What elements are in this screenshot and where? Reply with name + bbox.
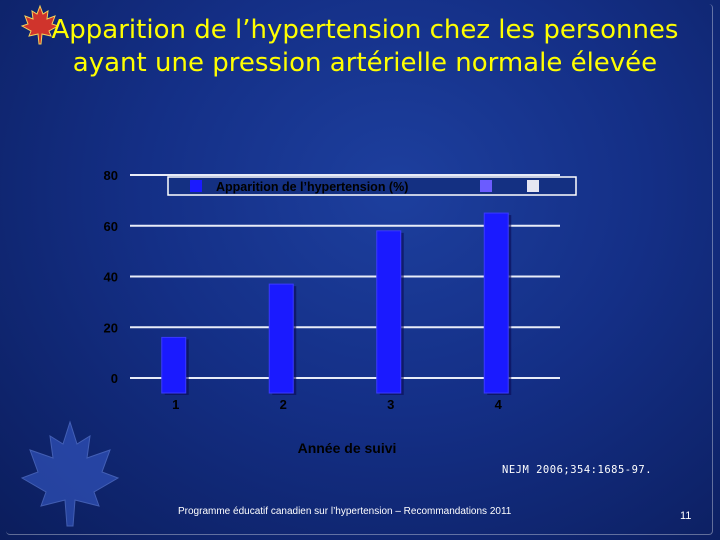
y-tick-label: 20 (104, 320, 118, 335)
legend-label: Apparition de l’hypertension (%) (216, 180, 408, 194)
page-number: 11 (680, 510, 692, 522)
y-tick-label: 0 (111, 371, 118, 386)
chart-legend: Apparition de l’hypertension (%) (167, 176, 577, 196)
bar-1 (161, 336, 187, 394)
slide-frame (6, 4, 713, 535)
legend-swatch (527, 180, 539, 192)
bar-chart: 0 20 40 60 80 1 2 3 4 Apparition de l’hypertens… (104, 168, 577, 456)
legend-swatch (190, 180, 202, 192)
y-tick-label: 60 (104, 219, 118, 234)
chart-bars (161, 212, 512, 395)
footer-text: Programme éducatif canadien sur l’hypert… (178, 506, 512, 517)
slide-title: Apparition de l’hypertension chez les pe… (51, 15, 679, 78)
bar-3 (376, 230, 402, 394)
x-axis-title: Année de suivi (298, 440, 397, 456)
chart-x-ticks: 1 2 3 4 (172, 397, 503, 412)
x-tick-label: 1 (172, 397, 179, 412)
maple-leaf-watermark-icon (20, 420, 120, 527)
x-tick-label: 4 (495, 397, 503, 412)
bar-2 (268, 283, 294, 394)
citation: NEJM 2006;354:1685-97. (502, 464, 653, 476)
chart-y-ticks: 0 20 40 60 80 (104, 168, 118, 386)
x-tick-label: 3 (387, 397, 394, 412)
bar-4 (483, 212, 509, 394)
maple-leaf-logo-icon (20, 4, 60, 45)
y-tick-label: 40 (104, 270, 118, 285)
legend-swatch (480, 180, 492, 192)
x-tick-label: 2 (280, 397, 287, 412)
legend-box (167, 176, 577, 196)
y-tick-label: 80 (104, 168, 118, 183)
